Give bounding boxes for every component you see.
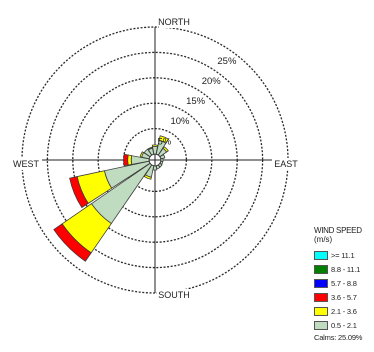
wind-rose-chart: 5% 10% 15% 20% 25% NORTH EAST SOUTH WEST [10, 16, 300, 301]
north-label: NORTH [158, 17, 190, 27]
west-label: WEST [13, 159, 40, 169]
legend-swatch [314, 264, 328, 274]
legend-title: WIND SPEED [314, 226, 362, 235]
legend-swatch [314, 292, 328, 302]
petals [53, 135, 170, 262]
legend-swatch [314, 250, 328, 260]
ring-label-20: 20% [202, 76, 222, 87]
petal-NNE-bin-1 [158, 135, 170, 144]
ring-label-10: 10% [170, 116, 190, 127]
legend-units: (m/s) [314, 235, 333, 244]
legend-item: 3.6 - 5.7 [314, 290, 372, 304]
petal-SW-bin-2 [53, 223, 92, 262]
ring-label-15: 15% [186, 96, 206, 107]
legend-swatch [314, 306, 328, 316]
legend-label: 0.5 - 2.1 [331, 320, 357, 330]
petal-NNW-bin-1 [147, 146, 153, 151]
legend-item: 2.1 - 3.6 [314, 304, 372, 318]
legend-item: >= 11.1 [314, 248, 372, 262]
legend-label: 8.8 - 11.1 [331, 264, 361, 274]
ring-label-25: 25% [217, 56, 237, 67]
south-label-bg [157, 289, 191, 301]
legend-label: >= 11.1 [331, 250, 355, 260]
legend-swatch [314, 278, 328, 288]
east-label: EAST [274, 159, 298, 169]
petal-WNW-bin-1 [139, 151, 145, 158]
legend-swatch [314, 320, 328, 330]
petal-ENE-bin-0 [159, 153, 166, 160]
legend-label: 2.1 - 3.6 [331, 306, 357, 316]
ring-label-5: 5% [157, 136, 171, 147]
legend-item: 8.8 - 11.1 [314, 262, 372, 276]
south-label: SOUTH [158, 290, 190, 300]
legend-label: 3.6 - 5.7 [331, 292, 357, 302]
east-label-bg [272, 158, 300, 170]
petal-W-bin-2 [123, 153, 129, 167]
petal-NE-bin-1 [162, 146, 169, 153]
legend-item: 5.7 - 8.8 [314, 276, 372, 290]
petal-SSW-bin-1 [143, 174, 152, 180]
legend-rows: >= 11.1 8.8 - 11.1 5.7 - 8.8 3.6 - 5.7 2.1 -… [314, 248, 372, 332]
north-label-bg [159, 16, 189, 28]
petal-WSW-bin-2 [69, 176, 89, 209]
ring-labels: 5% 10% 15% 20% 25% [157, 56, 236, 147]
legend-label: 5.7 - 8.8 [331, 278, 357, 288]
calms-label: Calms: 25.09% [314, 333, 363, 342]
direction-axes [22, 27, 288, 293]
legend: WIND SPEED (m/s) >= 11.1 8.8 - 11.1 5.7 - … [314, 226, 372, 342]
west-label-bg [10, 158, 42, 170]
legend-item: 0.5 - 2.1 [314, 318, 372, 332]
